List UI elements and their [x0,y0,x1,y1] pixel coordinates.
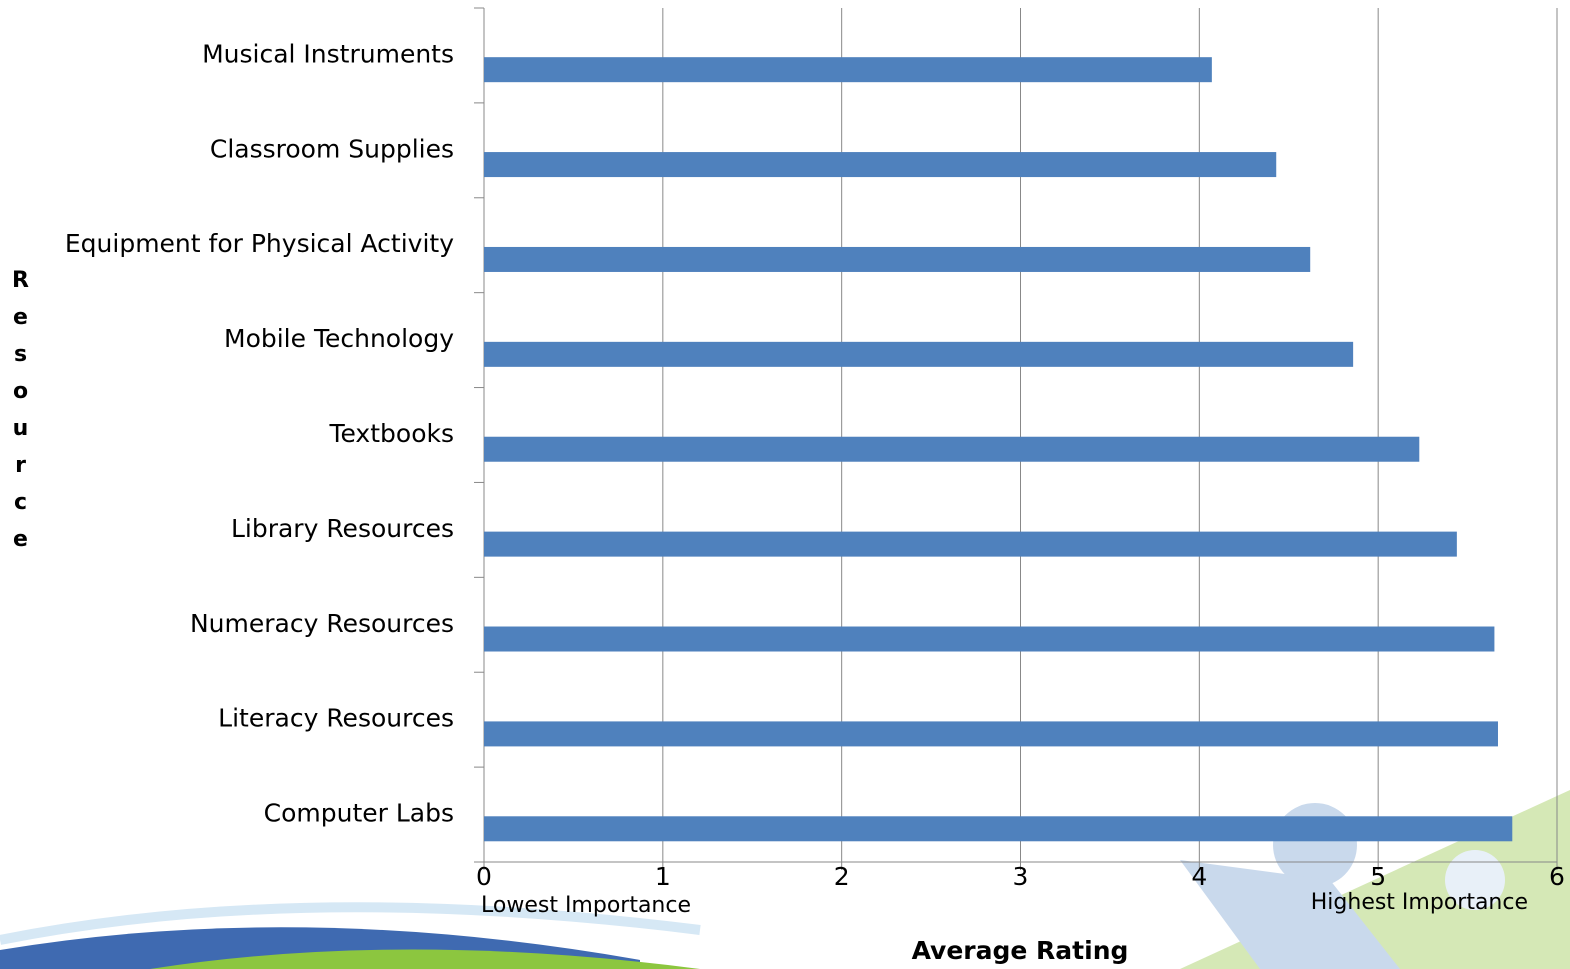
y-tick-label: Mobile Technology [224,324,454,353]
bar [484,437,1419,462]
y-tick-label: Musical Instruments [202,39,454,68]
y-tick-label: Numeracy Resources [190,609,454,638]
bar [484,152,1276,177]
bar [484,532,1457,557]
x-tick-label: 2 [834,862,850,891]
y-tick-label: Classroom Supplies [210,134,454,163]
y-tick-label: Equipment for Physical Activity [65,229,454,258]
bar [484,721,1498,746]
bar [484,342,1353,367]
annotation: Lowest Importance [481,893,691,918]
y-tick-label: Literacy Resources [218,704,454,733]
y-tick-label: Library Resources [231,514,454,543]
y-tick-label: Textbooks [328,419,454,448]
x-tick-label: 3 [1013,862,1029,891]
bar [484,816,1512,841]
bar [484,247,1310,272]
y-axis-title: Resource [8,268,32,564]
bar [484,627,1494,652]
x-tick-label: 5 [1370,862,1386,891]
chart: Average Rating Lowest Importance Highest… [0,0,1570,969]
x-tick-label: 6 [1549,862,1565,891]
bar [484,57,1212,82]
x-axis-title: Average Rating [912,936,1129,965]
x-tick-label: 0 [476,862,492,891]
page: Average Rating Lowest Importance Highest… [0,0,1570,969]
x-tick-label: 1 [655,862,671,891]
y-tick-label: Computer Labs [264,799,454,828]
x-tick-label: 4 [1191,862,1207,891]
annotation: Highest Importance [1311,890,1528,915]
